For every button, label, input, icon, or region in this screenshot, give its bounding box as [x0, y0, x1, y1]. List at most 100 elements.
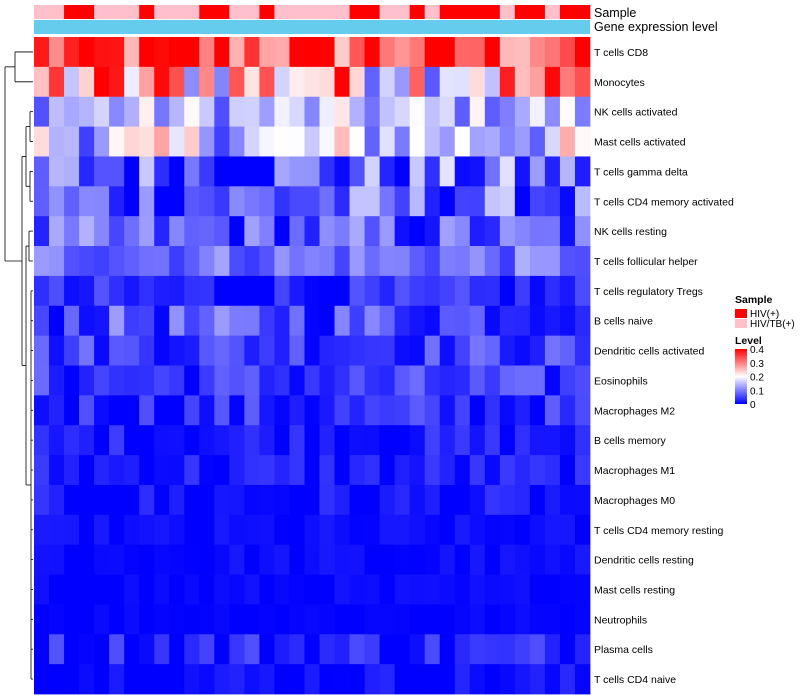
heatmap-cell [394, 365, 411, 396]
heatmap-cell [574, 514, 591, 546]
heatmap-cell [289, 96, 305, 127]
heatmap-cell [439, 484, 456, 516]
heatmap-cell [544, 216, 561, 247]
heatmap-cell [574, 365, 591, 396]
heatmap-cell [394, 604, 411, 635]
heatmap-cell [544, 275, 561, 307]
heatmap-cell [499, 66, 516, 98]
heatmap-cell [499, 37, 516, 68]
heatmap-cell [274, 455, 290, 486]
heatmap-cell [79, 484, 95, 516]
heatmap-cell [124, 156, 140, 187]
heatmap-cell [34, 634, 50, 665]
heatmap-cell [439, 425, 456, 456]
heatmap-cell [169, 66, 185, 98]
legend-label-hiv: HIV(+) [750, 309, 779, 320]
heatmap-cell [259, 395, 275, 426]
heatmap-cell [49, 395, 65, 426]
heatmap-cell [214, 186, 230, 217]
sample-annotation-cell [184, 5, 200, 19]
heatmap-cell [499, 275, 516, 307]
heatmap-cell [184, 275, 200, 307]
heatmap-cell [169, 275, 185, 307]
heatmap-cell [424, 574, 441, 605]
heatmap-cell [484, 634, 501, 665]
heatmap-cell [169, 455, 185, 486]
heatmap-cell [364, 365, 381, 396]
heatmap-cell [79, 574, 95, 605]
heatmap-cell [109, 96, 125, 127]
heatmap-cell [394, 96, 411, 127]
heatmap-cell [169, 365, 185, 396]
heatmap-cell [289, 275, 305, 307]
heatmap-cell [484, 455, 501, 486]
heatmap-cell [139, 156, 155, 187]
heatmap-cell [544, 305, 561, 337]
heatmap-cell [499, 216, 516, 247]
heatmap-cell [34, 395, 50, 426]
heatmap-cell [94, 634, 110, 665]
heatmap-cell [139, 604, 155, 635]
heatmap-cells [34, 37, 591, 695]
heatmap-cell [499, 156, 516, 187]
legend-level-colorbar [735, 349, 747, 404]
heatmap-cell [199, 574, 215, 605]
sample-annotation-cell [454, 5, 471, 19]
heatmap-cell [364, 275, 381, 307]
heatmap-cell [514, 455, 531, 486]
heatmap-cell [169, 574, 185, 605]
heatmap-cell [454, 544, 471, 575]
heatmap-cell [199, 37, 215, 68]
heatmap-cell [334, 216, 350, 247]
heatmap-cell [424, 246, 441, 277]
heatmap-cell [34, 365, 50, 396]
sample-annotation-cell [334, 5, 350, 19]
heatmap-cell [199, 96, 215, 127]
heatmap-cell [454, 425, 471, 456]
heatmap-cell [94, 246, 110, 277]
heatmap-cell [49, 335, 65, 366]
heatmap-cell [469, 604, 486, 635]
heatmap-cell [244, 216, 260, 247]
heatmap-cell [454, 335, 471, 366]
heatmap-cell [124, 484, 140, 516]
heatmap-cell [439, 216, 456, 247]
heatmap-cell [154, 604, 170, 635]
heatmap-cell [514, 305, 531, 337]
heatmap-cell [49, 305, 65, 337]
heatmap-cell [394, 455, 411, 486]
heatmap-cell [229, 425, 245, 456]
heatmap-cell [199, 604, 215, 635]
heatmap-cell [289, 395, 305, 426]
heatmap-cell [304, 484, 320, 516]
heatmap-cell [334, 514, 350, 546]
heatmap-cell [349, 186, 365, 217]
heatmap-cell [169, 604, 185, 635]
legend-level-tick: 0.2 [750, 373, 764, 384]
heatmap-cell [184, 574, 200, 605]
heatmap-cell [199, 126, 215, 157]
heatmap-cell [574, 156, 591, 187]
heatmap-cell [229, 395, 245, 426]
heatmap-cell [94, 37, 110, 68]
sample-annotation-cell [289, 5, 305, 19]
heatmap-cell [109, 37, 125, 68]
sample-annotation-cell [379, 5, 396, 19]
heatmap-cell [484, 604, 501, 635]
heatmap-cell [184, 544, 200, 575]
heatmap-cell [574, 275, 591, 307]
heatmap-cell [199, 544, 215, 575]
heatmap-cell [424, 66, 441, 98]
heatmap-cell [499, 96, 516, 127]
heatmap-cell [529, 395, 546, 426]
heatmap-cell [94, 216, 110, 247]
heatmap-cell [409, 156, 426, 187]
heatmap-cell [364, 66, 381, 98]
row-label: T cells regulatory Tregs [594, 286, 703, 298]
heatmap-cell [544, 604, 561, 635]
heatmap-cell [244, 37, 260, 68]
sample-annotation-cell [304, 5, 320, 19]
heatmap-cell [49, 484, 65, 516]
heatmap-cell [499, 365, 516, 396]
heatmap-cell [304, 664, 320, 695]
